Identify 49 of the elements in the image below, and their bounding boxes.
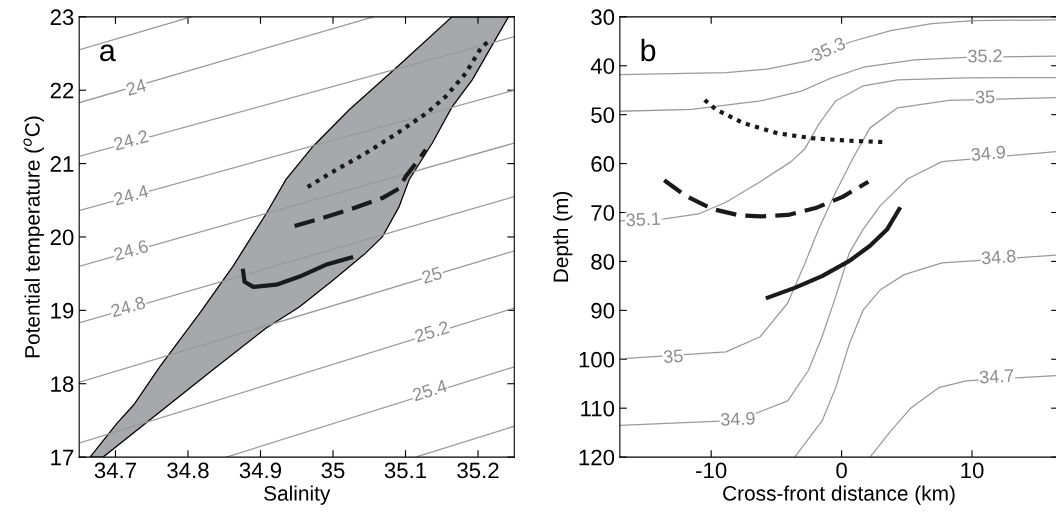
x-tick-label: 35.2: [457, 462, 499, 479]
x-tick-label: 34.8: [167, 462, 209, 479]
y-tick-label: 100: [579, 351, 615, 368]
y-tick-label: 60: [591, 156, 615, 172]
annotation: 24.8: [110, 295, 146, 318]
y-tick-label: 80: [591, 253, 615, 270]
y-axis-title: Potential temperature ($^{o}$C): [23, 116, 44, 358]
y-tick-label: 90: [591, 302, 615, 319]
x-axis-title: Cross-front distance (km): [723, 485, 955, 505]
annotation: 35.2: [968, 49, 1002, 63]
y-tick-label: 120: [579, 449, 615, 466]
y-tick-label: 20: [50, 229, 74, 246]
y-tick-label: 18: [51, 376, 74, 392]
annotation: b: [641, 38, 656, 62]
annotation: 24.6: [113, 239, 149, 261]
annotation: 24.2: [113, 129, 149, 151]
y-tick-label: 21: [50, 156, 74, 172]
x-tick-label: 0: [836, 462, 847, 479]
y-tick-label: 110: [581, 400, 615, 417]
x-tick-label: 34.9: [239, 462, 282, 479]
y-axis-title: Depth (m): [552, 191, 573, 282]
x-tick-label: 34.7: [94, 462, 136, 479]
annotation: 24.4: [113, 184, 150, 206]
annotation: 24: [125, 78, 147, 96]
x-tick-label: 10: [961, 462, 984, 479]
annotation: 25.4: [411, 379, 448, 402]
y-tick-label: 19: [51, 302, 74, 319]
y-tick-label: 40: [590, 58, 615, 75]
annotation: 35: [975, 90, 995, 104]
annotation: 34.9: [970, 145, 1006, 162]
annotation: 25: [421, 266, 443, 284]
annotation: 34.9: [720, 411, 755, 426]
annotation: 35.1: [626, 212, 661, 227]
y-tick-label: 22: [50, 82, 74, 99]
annotation: 25.2: [414, 320, 450, 343]
x-tick-label: 35: [321, 462, 345, 479]
y-tick-label: 23: [50, 9, 74, 26]
annotation: 34.8: [981, 249, 1016, 265]
x-axis-title: Salinity: [264, 485, 331, 505]
y-tick-label: 50: [591, 107, 615, 123]
x-tick-label: -10: [696, 462, 727, 479]
y-tick-label: 70: [591, 205, 615, 221]
annotation: 35.3: [810, 36, 847, 62]
annotation: 35: [663, 349, 683, 364]
x-tick-label: 35.1: [384, 462, 427, 479]
y-tick-label: 17: [51, 449, 74, 466]
y-tick-label: 30: [591, 9, 615, 26]
annotation: a: [100, 44, 116, 62]
annotation: 34.7: [979, 368, 1014, 384]
